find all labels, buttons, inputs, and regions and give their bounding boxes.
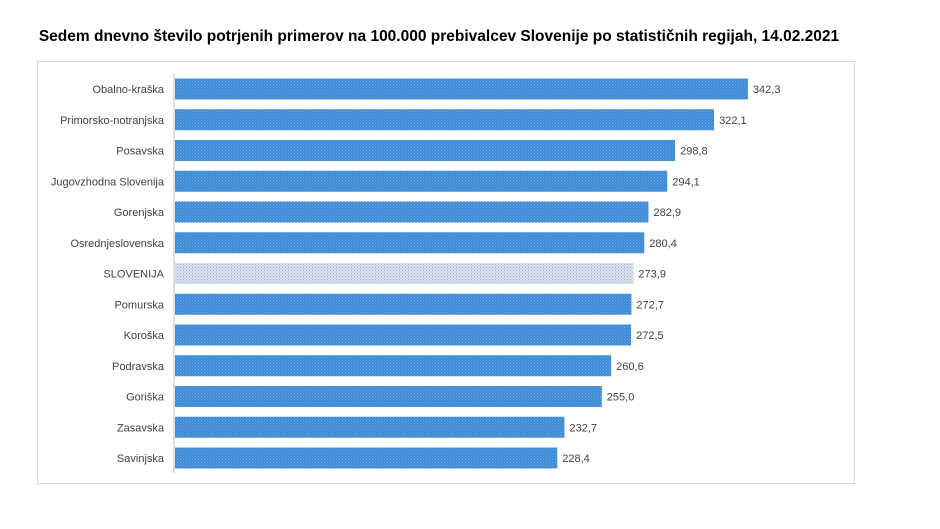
value-label: 228,4 bbox=[562, 453, 590, 465]
value-label: 322,1 bbox=[719, 115, 747, 127]
value-label: 255,0 bbox=[607, 392, 635, 404]
category-label: Savinjska bbox=[117, 453, 165, 465]
bar bbox=[175, 78, 748, 100]
category-label: SLOVENIJA bbox=[103, 269, 164, 281]
category-label: Primorsko-notranjska bbox=[60, 115, 165, 127]
value-label: 294,1 bbox=[672, 176, 700, 188]
value-label: 260,6 bbox=[616, 361, 644, 373]
category-label: Posavska bbox=[116, 146, 165, 158]
bar bbox=[175, 170, 668, 192]
category-label: Osrednjeslovenska bbox=[70, 238, 164, 250]
category-label: Zasavska bbox=[117, 422, 165, 434]
bar bbox=[175, 293, 632, 315]
value-label: 272,5 bbox=[636, 330, 664, 342]
bar bbox=[175, 386, 602, 407]
bar bbox=[175, 355, 612, 377]
category-label: Jugovzhodna Slovenija bbox=[51, 176, 165, 188]
bar bbox=[175, 324, 632, 346]
value-label: 232,7 bbox=[569, 422, 597, 434]
bar-highlight-slovenija bbox=[175, 263, 634, 284]
bar bbox=[175, 140, 676, 161]
category-label: Gorenjska bbox=[114, 207, 165, 219]
value-label: 280,4 bbox=[649, 238, 677, 250]
bar bbox=[175, 201, 649, 223]
category-label: Obalno-kraška bbox=[92, 84, 164, 96]
category-label: Podravska bbox=[112, 361, 165, 373]
value-label: 282,9 bbox=[653, 207, 681, 219]
bar bbox=[175, 109, 715, 131]
category-label: Koroška bbox=[124, 330, 165, 342]
category-label: Goriška bbox=[126, 392, 165, 404]
chart-title: Sedem dnevno število potrjenih primerov … bbox=[38, 28, 840, 45]
bar bbox=[175, 447, 558, 469]
value-label: 298,8 bbox=[680, 146, 708, 158]
chart-area bbox=[37, 61, 855, 484]
value-label: 273,9 bbox=[638, 269, 666, 281]
category-label: Pomurska bbox=[114, 299, 164, 311]
bar bbox=[175, 232, 645, 254]
bar bbox=[175, 416, 565, 438]
value-label: 272,7 bbox=[636, 299, 664, 311]
value-label: 342,3 bbox=[753, 84, 781, 96]
